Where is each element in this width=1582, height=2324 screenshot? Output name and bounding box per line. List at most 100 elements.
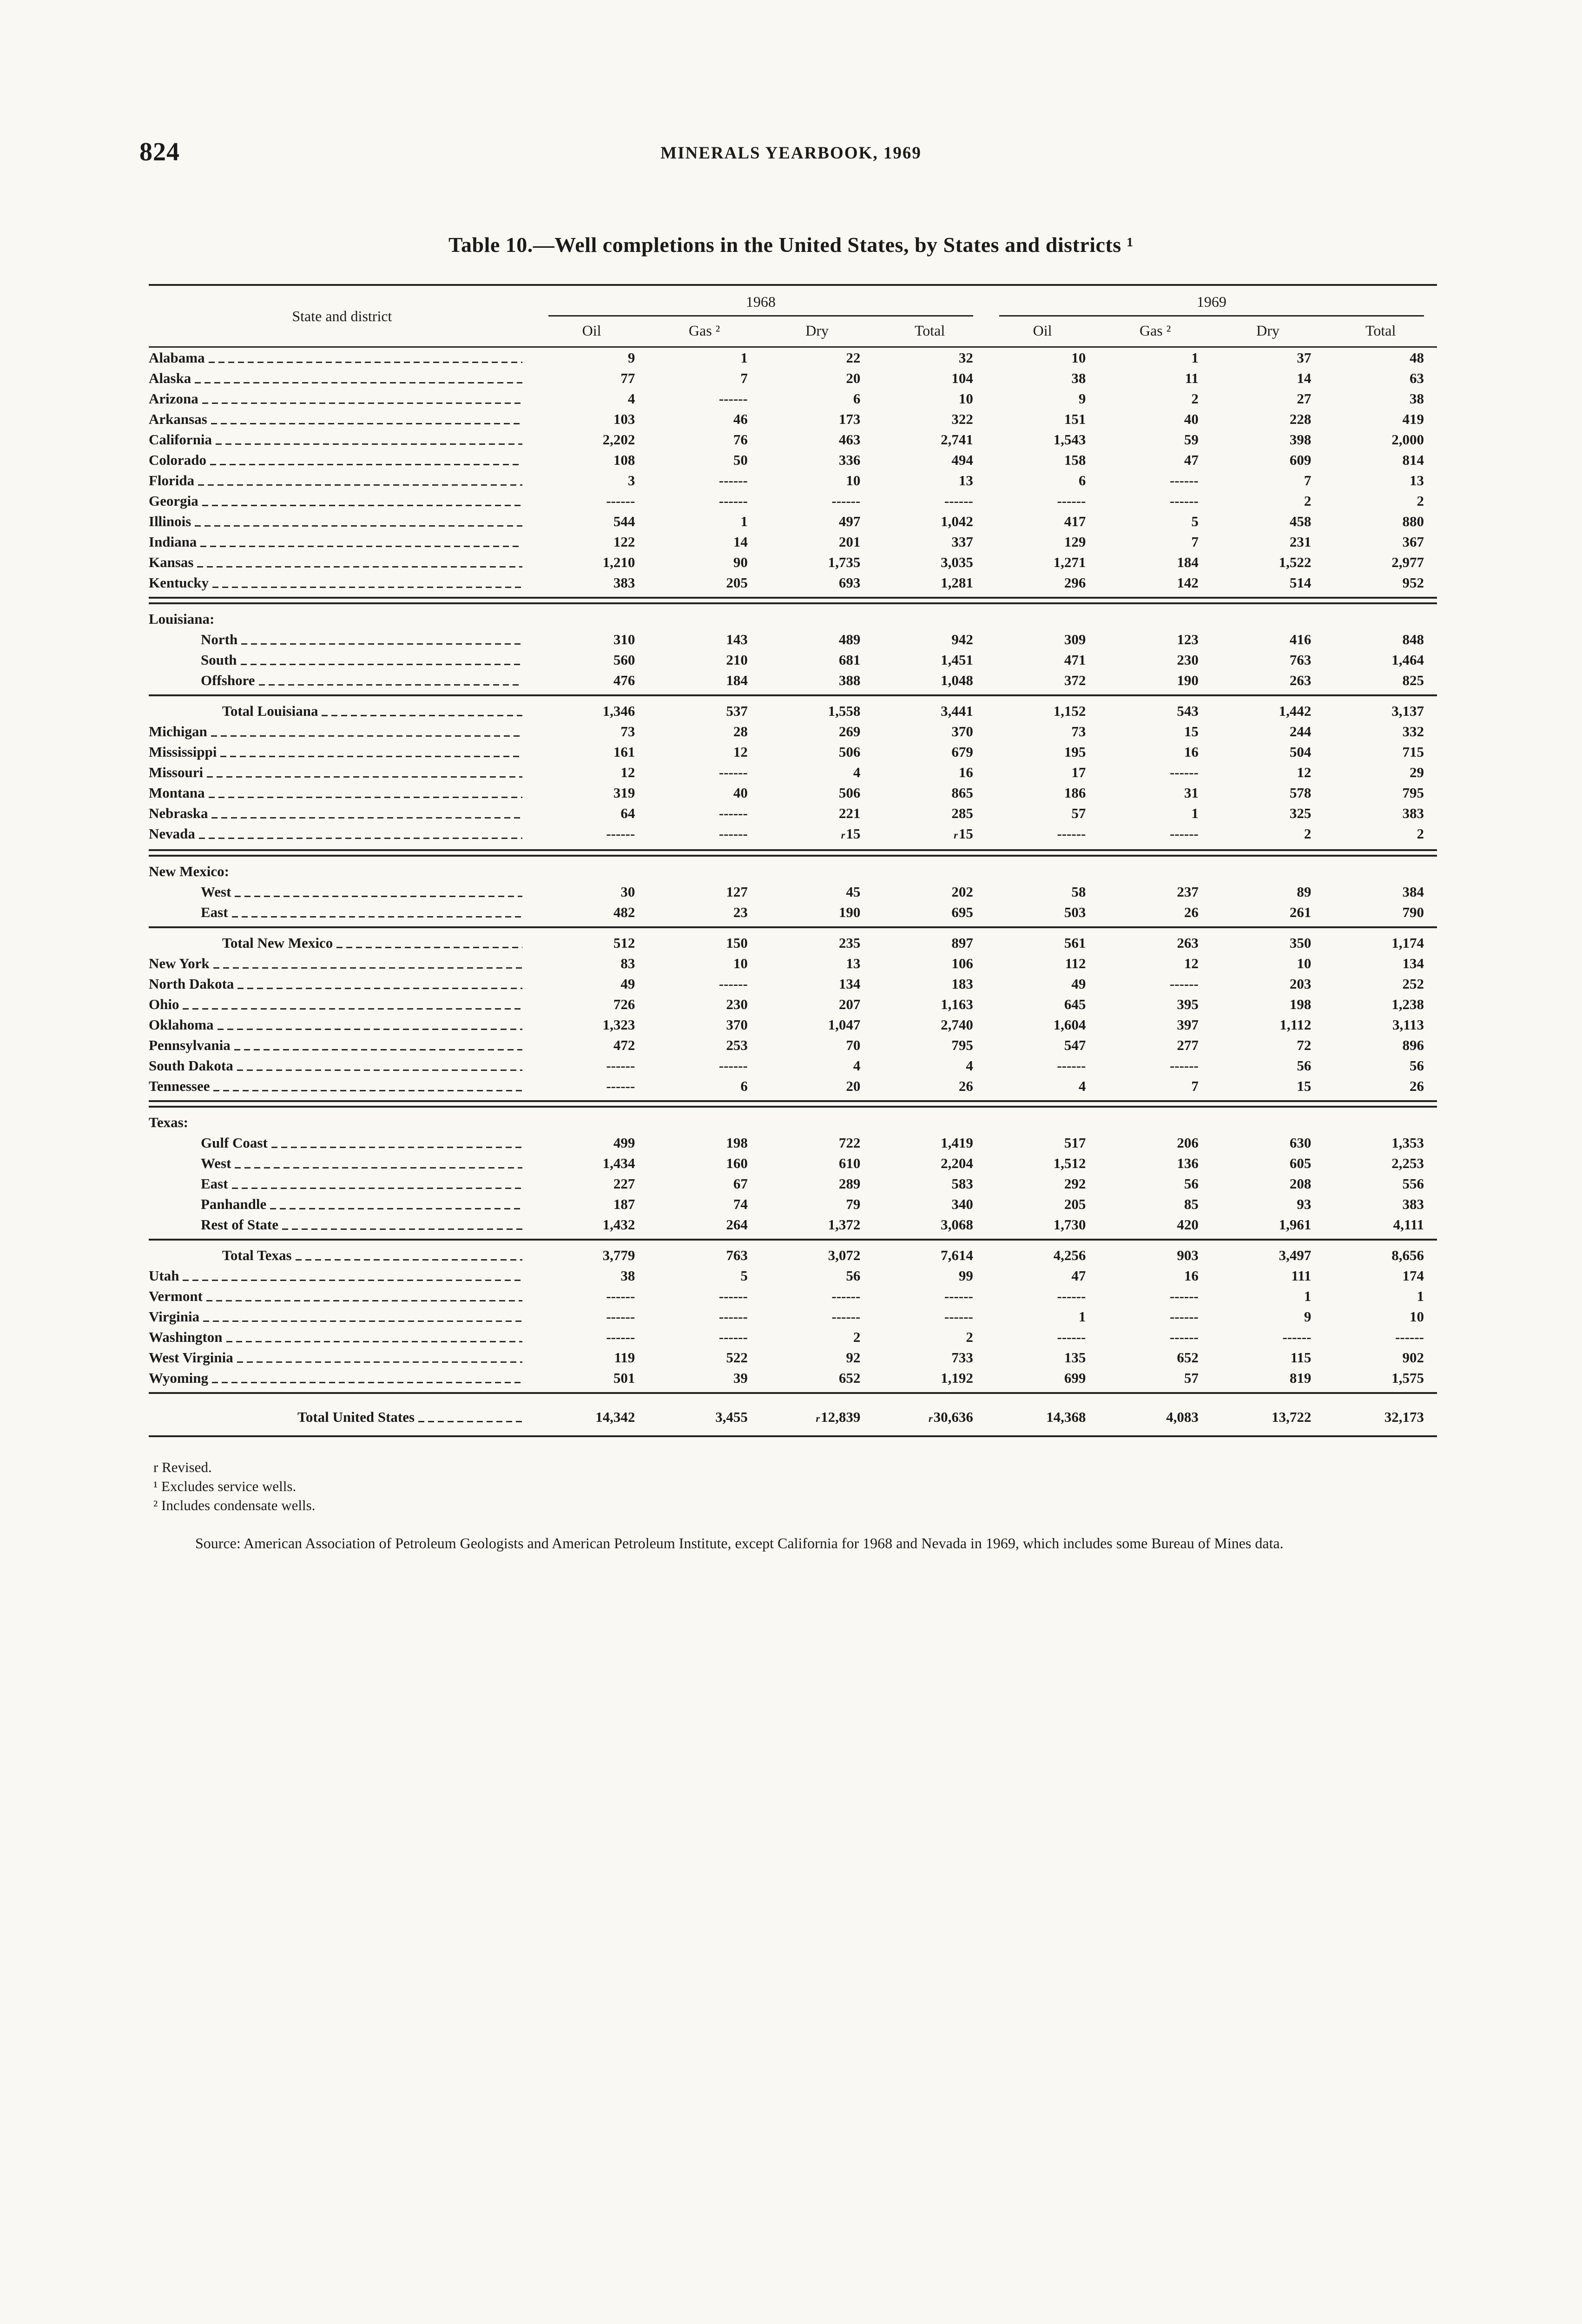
- cell-value: 30: [620, 884, 635, 900]
- cell-value: 22: [846, 350, 861, 366]
- cell-value: 903: [1177, 1247, 1199, 1263]
- cell-value: 497: [838, 513, 861, 529]
- dash-leader: [207, 776, 522, 778]
- cell-value: 151: [1064, 411, 1086, 427]
- table-row: Florida 3 ------ 10 13 6 ------ 7 13: [149, 470, 1437, 491]
- cell-value: 56: [1297, 1057, 1312, 1074]
- cell-value: 1,558: [828, 703, 861, 719]
- cell-value: 1,512: [1053, 1155, 1086, 1171]
- cell-value: 310: [613, 631, 635, 647]
- row-label: Total Texas: [222, 1247, 292, 1263]
- cell-value: 645: [1064, 996, 1086, 1012]
- cell-value: 7: [740, 370, 748, 386]
- col-header-gas-1968: Gas ²: [648, 317, 761, 348]
- cell-value: 4: [853, 764, 861, 780]
- cell-value: 158: [1064, 452, 1086, 468]
- cell-value: 12: [620, 764, 635, 780]
- cell-value: [648, 861, 761, 882]
- page-number: 824: [139, 138, 180, 166]
- row-label: Total United States: [297, 1409, 415, 1425]
- cell-value: 67: [733, 1175, 748, 1192]
- table-rule: [149, 923, 1437, 933]
- cell-value: 203: [1289, 976, 1312, 992]
- cell-value: 1,192: [941, 1370, 973, 1386]
- cell-value: 38: [620, 1268, 635, 1284]
- cell-value: 336: [838, 452, 861, 468]
- single-rule: [149, 1392, 1437, 1394]
- table-row: Indiana 122 14 201 337 129 7 231 367: [149, 532, 1437, 552]
- cell-value: 3: [627, 472, 635, 489]
- double-rule: [149, 597, 1437, 604]
- dash-leader: [203, 1320, 522, 1322]
- cell-value: ------: [1169, 1308, 1199, 1325]
- table-row: Colorado 108 50 336 494 158 47 609 814: [149, 450, 1437, 470]
- row-label: Missouri: [149, 764, 204, 780]
- cell-value: 560: [613, 652, 635, 668]
- cell-value: [986, 1112, 1099, 1133]
- cell-value: 16: [958, 764, 973, 780]
- cell-value: 73: [620, 723, 635, 739]
- cell-value: 48: [1410, 350, 1424, 366]
- cell-value: 56: [1410, 1057, 1424, 1074]
- cell-value: [1324, 1112, 1437, 1133]
- cell-value: r12,839: [816, 1409, 861, 1425]
- cell-value: 26: [1410, 1078, 1424, 1094]
- cell-value: [1212, 861, 1325, 882]
- cell-value: 472: [613, 1037, 635, 1053]
- cell-value: ------: [606, 1078, 635, 1094]
- cell-value: 503: [1064, 904, 1086, 920]
- cell-value: 848: [1402, 631, 1424, 647]
- table-row: Panhandle 187 74 79 340 205 85 93 383: [149, 1194, 1437, 1215]
- cell-value: 127: [726, 884, 748, 900]
- cell-value: 1,432: [602, 1216, 635, 1233]
- cell-value: 230: [726, 996, 748, 1012]
- cell-value: 40: [733, 785, 748, 801]
- cell-value: 104: [951, 370, 973, 386]
- year-group-1969: 1969: [986, 285, 1437, 317]
- cell-value: 4,083: [1166, 1409, 1199, 1425]
- dash-leader: [202, 505, 522, 506]
- cell-value: 56: [1184, 1175, 1199, 1192]
- cell-value: 880: [1402, 513, 1424, 529]
- cell-value: 57: [1071, 805, 1086, 821]
- cell-value: 3,068: [941, 1216, 973, 1233]
- cell-value: 263: [1177, 935, 1199, 951]
- table-row: California 2,202 76 463 2,741 1,543 59 398 2,000: [149, 429, 1437, 450]
- dash-leader: [208, 362, 522, 363]
- table-row: Total New Mexico 512 150 235 897 561 263 350 1,1…: [149, 933, 1437, 953]
- dash-leader: [210, 464, 522, 465]
- cell-value: 4: [1078, 1078, 1086, 1094]
- cell-value: 952: [1402, 574, 1424, 591]
- cell-value: 16: [1184, 744, 1199, 760]
- cell-value: 395: [1177, 996, 1199, 1012]
- cell-value: 1: [740, 350, 748, 366]
- running-header: MINERALS YEARBOOK, 1969: [660, 144, 922, 163]
- cell-value: 630: [1289, 1135, 1312, 1151]
- table-rule: [149, 593, 1437, 609]
- table-row: Kentucky 383 205 693 1,281 296 142 514 952: [149, 573, 1437, 593]
- source-note: Source: American Association of Petroleu…: [195, 1535, 1284, 1552]
- cell-value: 489: [838, 631, 861, 647]
- double-rule: [149, 849, 1437, 857]
- table-row: South Dakota ------ ------ 4 4 ------ ------ 56…: [149, 1056, 1437, 1076]
- row-label: Arizona: [149, 390, 198, 407]
- row-label: Total New Mexico: [222, 935, 333, 951]
- cell-value: 544: [613, 513, 635, 529]
- dash-leader: [195, 525, 522, 527]
- cell-value: 819: [1289, 1370, 1312, 1386]
- cell-value: 135: [1064, 1349, 1086, 1366]
- table-row: Arkansas 103 46 173 322 151 40 228 419: [149, 409, 1437, 429]
- dash-leader: [208, 797, 522, 798]
- cell-value: 370: [951, 723, 973, 739]
- dash-leader: [336, 947, 522, 948]
- cell-value: 29: [1410, 764, 1424, 780]
- cell-value: ------: [606, 1308, 635, 1325]
- cell-value: 7: [1304, 472, 1312, 489]
- row-label: Nevada: [149, 825, 195, 842]
- table-row: Oklahoma 1,323 370 1,047 2,740 1,604 397 1,112 3…: [149, 1015, 1437, 1035]
- cell-value: 202: [951, 884, 973, 900]
- cell-value: ------: [718, 472, 748, 489]
- cell-value: 319: [613, 785, 635, 801]
- cell-value: 160: [726, 1155, 748, 1171]
- cell-value: 112: [1065, 955, 1086, 971]
